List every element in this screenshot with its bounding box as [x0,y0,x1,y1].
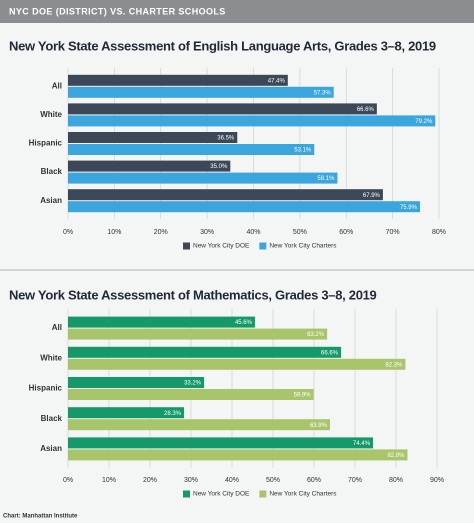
value-label: 63.9% [310,423,328,429]
value-label: 35.0% [210,164,228,170]
category-label: Hispanic [29,384,63,393]
value-label: 74.4% [353,441,371,447]
bar [68,172,338,184]
x-tick-label: 20% [154,229,168,236]
bar [68,160,231,172]
bar [68,189,383,201]
x-tick-label: 50% [266,477,280,484]
value-label: 66.6% [321,350,339,356]
bar [68,346,342,358]
x-tick-label: 10% [102,477,116,484]
legend-label: New York City DOE [193,491,250,498]
chart-title: New York State Assessment of English Lan… [9,38,436,53]
bar [68,316,255,328]
bar [68,358,406,370]
value-label: 33.2% [184,381,202,387]
category-label: Asian [40,196,62,205]
legend-label: New York City Charters [269,491,337,498]
category-label: All [52,81,62,90]
value-label: 47.4% [268,78,286,84]
value-label: 82.8% [387,453,405,459]
value-label: 59.9% [294,393,312,399]
bar [68,144,315,155]
category-label: Black [41,167,63,176]
value-label: 28.3% [164,411,182,417]
bar [68,201,420,213]
x-tick-label: 20% [143,477,157,484]
bar [68,328,328,340]
legend-swatch [183,242,190,250]
category-label: White [40,110,62,119]
bar [68,132,238,143]
legend-swatch [259,490,267,498]
x-tick-label: 10% [107,229,121,236]
chart-title: New York State Assessment of Mathematics… [9,287,377,302]
bar [68,449,408,461]
category-label: Hispanic [29,139,63,148]
bar [68,103,377,115]
header-title: NYC DOE (DISTRICT) VS. CHARTER SCHOOLS [9,6,226,16]
x-tick-label: 90% [430,477,444,484]
x-tick-label: 80% [389,477,403,484]
bar [68,419,330,431]
x-tick-label: 50% [293,229,307,236]
value-label: 45.6% [235,320,253,326]
category-label: Asian [40,444,62,453]
value-label: 79.2% [415,119,433,125]
value-label: 53.1% [294,148,312,154]
category-label: Black [41,414,63,423]
x-tick-label: 40% [225,477,239,484]
legend-swatch [259,242,267,250]
x-tick-label: 0% [63,229,73,236]
value-label: 82.3% [385,362,403,368]
legend-swatch [183,490,190,498]
legend-label: New York City Charters [269,243,337,250]
bar [68,74,288,86]
value-label: 36.5% [217,136,235,142]
bar [68,437,374,449]
x-tick-label: 60% [307,477,321,484]
x-tick-label: 30% [200,229,214,236]
bar [68,115,436,127]
x-tick-label: 40% [246,229,260,236]
value-label: 75.9% [400,205,418,211]
value-label: 57.3% [314,90,332,96]
legend-label: New York City DOE [193,243,250,250]
x-tick-label: 30% [184,477,198,484]
source: Chart: Manhattan Institute [3,514,78,520]
header-band [0,0,474,23]
x-tick-label: 70% [386,229,400,236]
value-label: 67.9% [363,193,381,199]
value-label: 66.6% [357,107,375,113]
bar [68,407,185,419]
bar [68,377,205,388]
value-label: 63.2% [307,332,325,338]
bar [68,86,334,98]
value-label: 58.1% [317,176,335,182]
x-tick-label: 80% [432,229,446,236]
x-tick-label: 70% [348,477,362,484]
category-label: White [40,353,62,362]
category-label: All [52,323,62,332]
x-tick-label: 60% [339,229,353,236]
x-tick-label: 0% [63,477,73,484]
bar [68,389,314,400]
